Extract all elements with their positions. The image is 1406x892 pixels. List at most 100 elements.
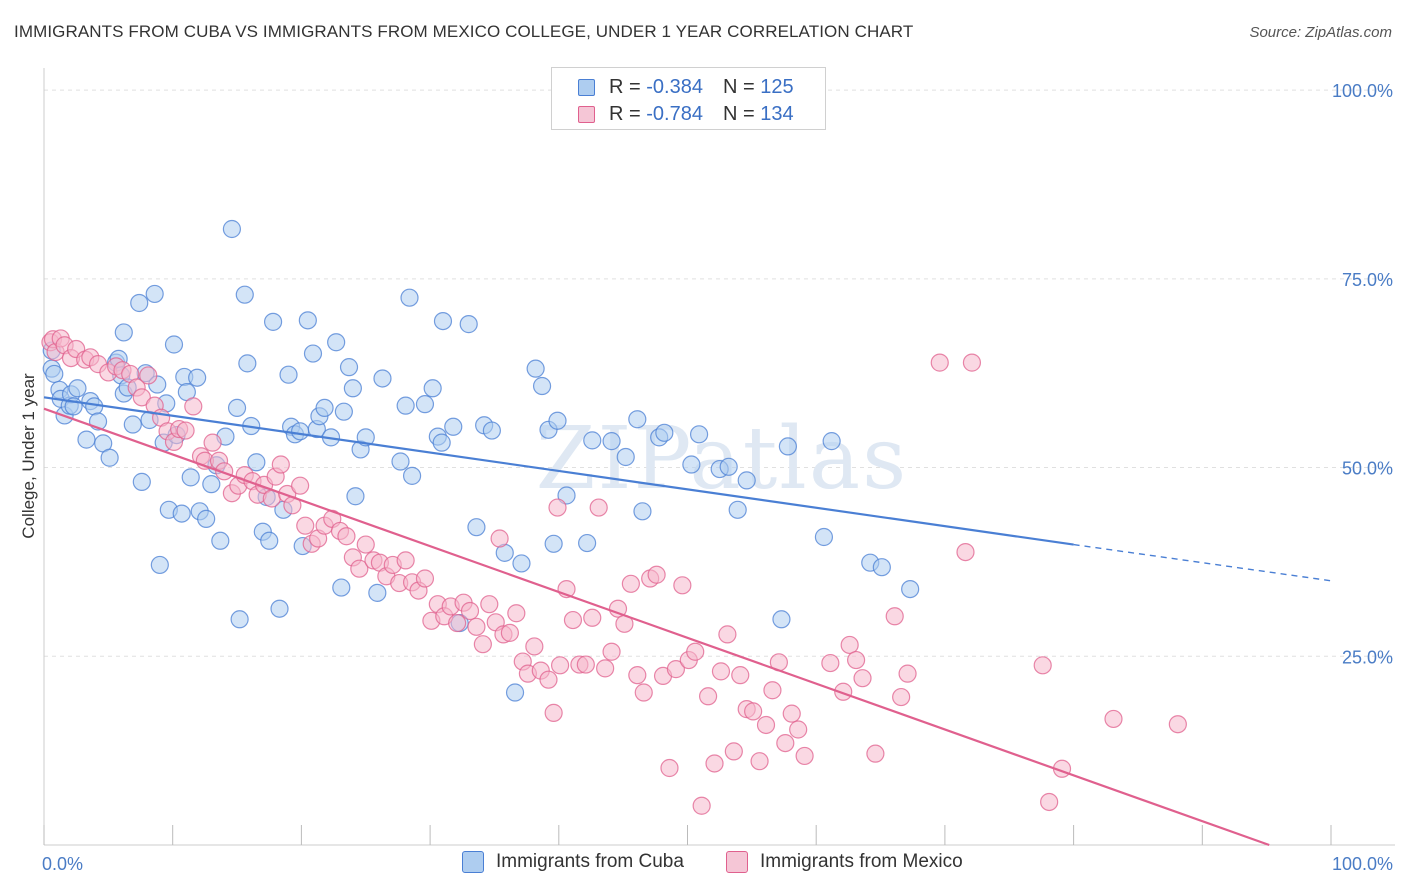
y-axis-title: College, Under 1 year <box>19 373 38 539</box>
source-label: Source: ZipAtlas.com <box>1249 24 1392 41</box>
tick-labels: 25.0% 50.0% 75.0% 100.0% 0.0% 100.0% <box>42 81 1393 874</box>
legend-r-value: -0.384 <box>646 75 703 98</box>
legend-n-label: N = <box>722 102 761 125</box>
cuba-point <box>628 410 647 429</box>
mexico-point <box>500 623 519 642</box>
cuba-point <box>415 395 435 414</box>
cuba-point <box>505 683 525 702</box>
cuba-point <box>602 432 621 451</box>
cuba-point <box>238 354 257 373</box>
mexico-point <box>705 754 724 773</box>
correlation-legend: R = -0.384 N = 125 R = -0.784 N = 134 <box>551 67 826 130</box>
cuba-point <box>130 293 149 313</box>
legend-r-label: R = <box>609 102 647 125</box>
cuba-point <box>772 610 791 629</box>
mexico-point <box>608 599 628 618</box>
mexico-trend-line <box>43 407 1270 847</box>
mexico-point <box>544 703 563 722</box>
cuba-point <box>100 448 119 467</box>
mexico-point <box>132 388 151 407</box>
legend-label-cuba: Immigrants from Cuba <box>496 851 684 872</box>
mexico-point <box>271 455 290 474</box>
mexico-point <box>507 604 526 623</box>
cuba-point <box>114 323 133 342</box>
mexico-point <box>1033 656 1052 675</box>
mexico-point <box>184 397 203 416</box>
mexico-point <box>291 476 310 495</box>
mexico-point <box>846 650 866 670</box>
legend-r-label: R = <box>609 75 647 98</box>
mexico-point <box>686 642 705 661</box>
cuba-point <box>303 344 323 363</box>
cuba-point <box>270 599 289 618</box>
legend-swatch-mexico <box>578 105 595 123</box>
mexico-point <box>776 733 795 753</box>
cuba-trend-extension <box>1073 543 1332 582</box>
legend-row-mexico: R = -0.784 N = 134 <box>578 102 794 126</box>
cuba-point <box>291 422 310 441</box>
mexico-point <box>467 617 486 636</box>
cuba-point <box>737 471 756 490</box>
cuba-point <box>578 533 597 553</box>
mexico-point <box>731 666 750 685</box>
mexico-point <box>666 660 686 679</box>
mexico-point <box>718 625 737 644</box>
grid-lines <box>44 89 1395 657</box>
cuba-point <box>872 558 891 577</box>
cuba-point <box>339 358 359 377</box>
x-tick-label: 100.0% <box>1332 854 1393 874</box>
mexico-point <box>763 681 782 700</box>
mexico-point <box>139 366 158 385</box>
cuba-point <box>814 527 834 547</box>
mexico-point <box>563 610 583 630</box>
series-legend: Immigrants from Cuba Immigrants from Mex… <box>0 851 1406 877</box>
cuba-point <box>396 396 415 415</box>
cuba-point <box>279 365 298 384</box>
cuba-point <box>77 430 96 449</box>
y-tick-label: 75.0% <box>1342 270 1393 290</box>
mexico-point <box>930 353 949 372</box>
cuba-point <box>346 487 365 506</box>
mexico-point <box>176 421 195 440</box>
cuba-point <box>197 509 216 528</box>
y-tick-label: 50.0% <box>1342 459 1393 479</box>
mexico-point <box>898 664 917 683</box>
cuba-point <box>526 359 545 378</box>
mexico-point <box>789 720 808 739</box>
cuba-point <box>557 486 576 505</box>
cuba-point <box>459 315 478 334</box>
mexico-point <box>821 653 840 673</box>
cuba-point <box>332 578 351 597</box>
mexico-point <box>660 758 679 778</box>
mexico-point <box>621 574 640 593</box>
cuba-point <box>227 398 247 418</box>
cuba-point <box>145 284 164 304</box>
mexico-point <box>885 607 904 626</box>
mexico-point <box>866 744 885 763</box>
cuba-point <box>260 531 279 550</box>
legend-swatch-mexico <box>726 851 748 873</box>
watermark: ZIPatlas <box>536 409 908 509</box>
cuba-point <box>689 425 709 444</box>
mexico-point <box>1040 792 1059 812</box>
mexico-point <box>396 551 415 570</box>
cuba-point <box>532 376 552 396</box>
cuba-point <box>188 368 207 387</box>
mexico-point <box>602 642 621 661</box>
y-tick-label: 100.0% <box>1332 81 1393 101</box>
legend-item-mexico: Immigrants from Mexico <box>726 851 963 873</box>
mexico-point <box>840 635 859 655</box>
legend-r-value: -0.784 <box>646 102 703 125</box>
cuba-point <box>172 504 191 523</box>
mexico-point <box>795 746 814 766</box>
mexico-point <box>460 601 480 621</box>
mexico-point <box>596 659 615 678</box>
legend-swatch-cuba <box>462 851 484 873</box>
cuba-point <box>327 333 346 352</box>
mexico-point <box>634 683 653 702</box>
cuba-point <box>211 531 230 550</box>
cuba-point <box>402 466 422 485</box>
cuba-point <box>263 312 283 331</box>
mexico-point <box>296 516 315 535</box>
cuba-point <box>548 411 567 430</box>
